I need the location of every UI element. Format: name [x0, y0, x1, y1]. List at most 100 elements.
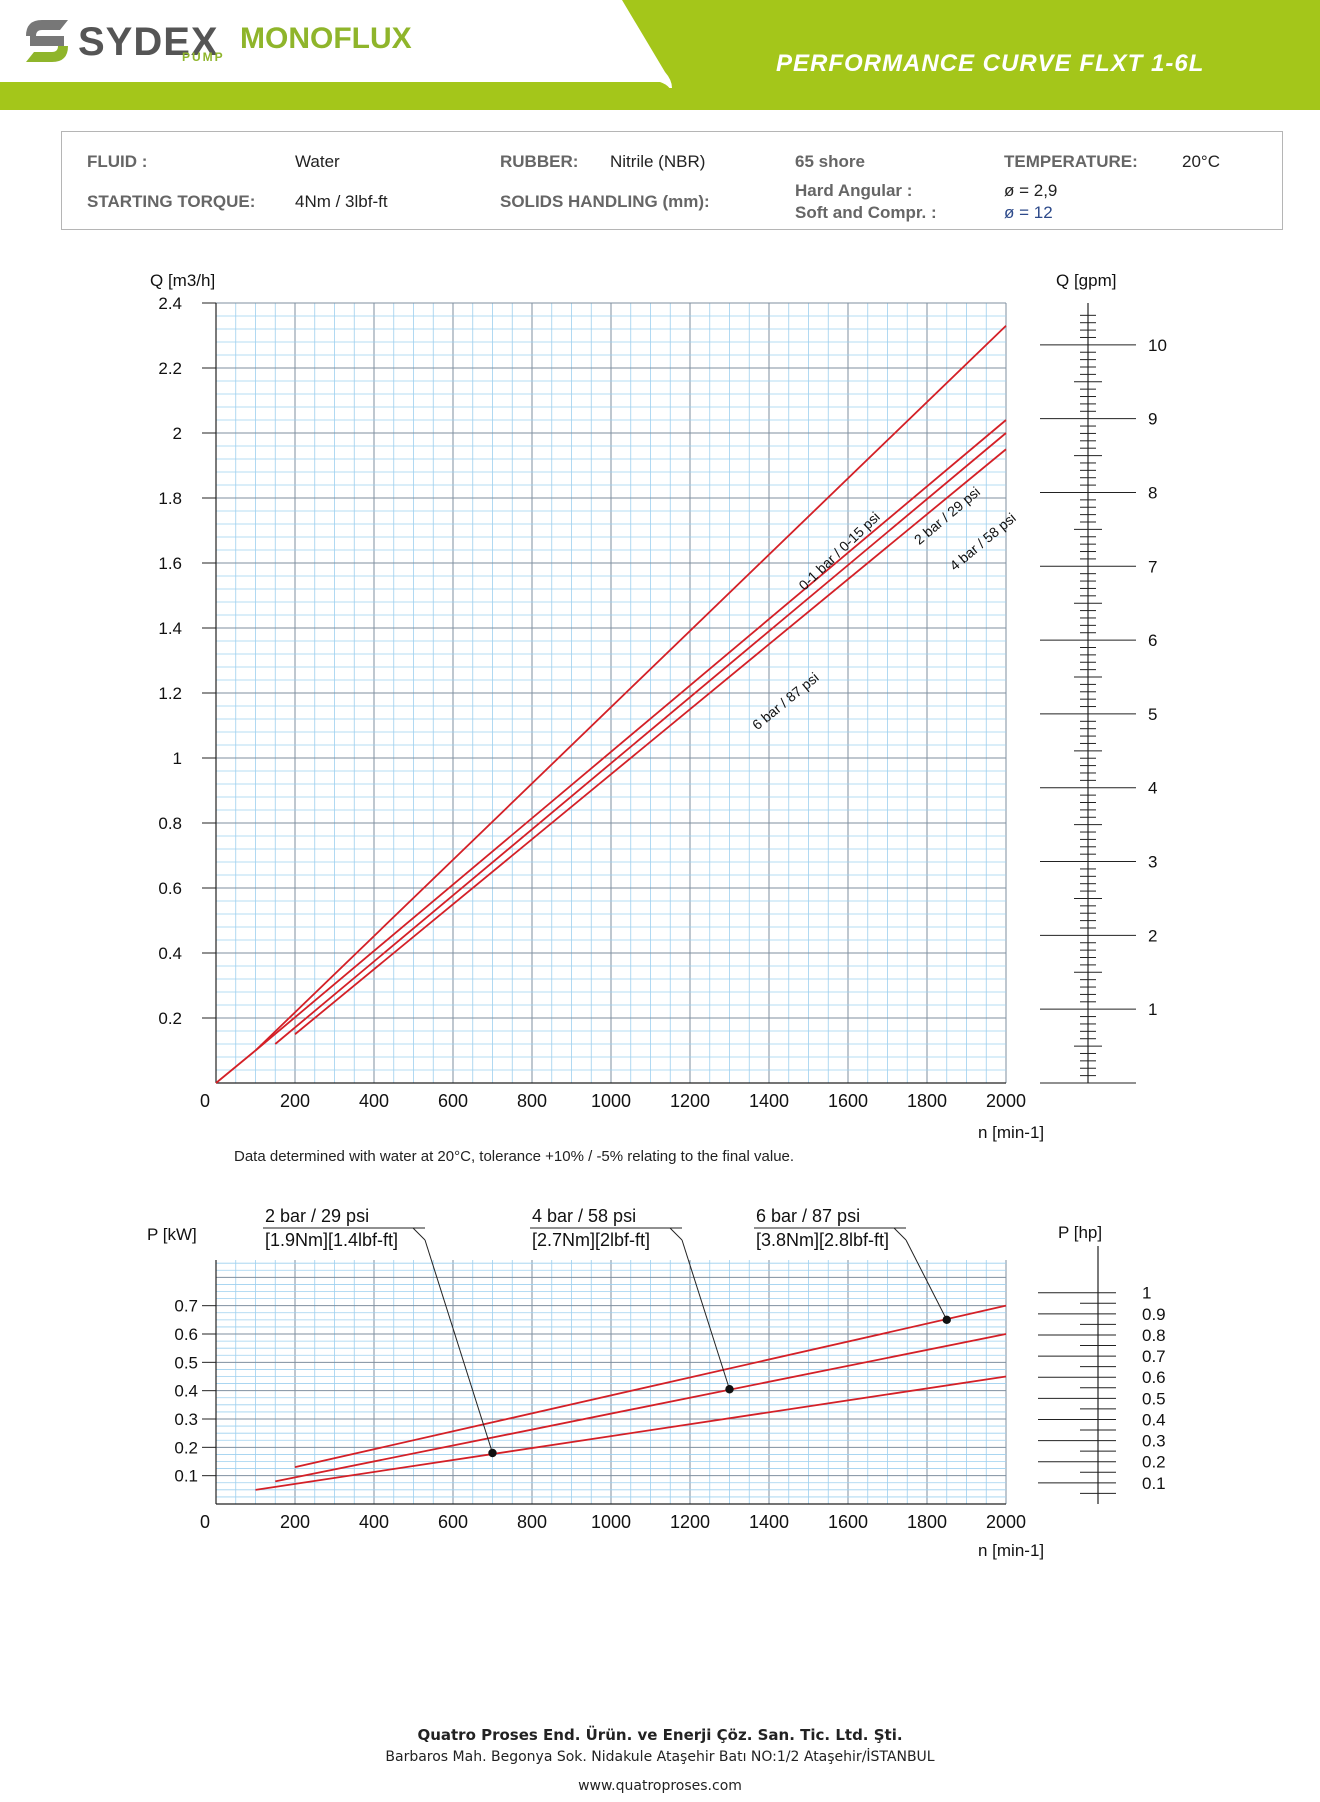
hard-angular-label: Hard Angular : [795, 181, 913, 200]
y-tick-label: 0.8 [158, 814, 182, 833]
y-axis-title: P [kW] [147, 1225, 197, 1244]
leader-line [893, 1227, 907, 1241]
y-tick-label: 1.6 [158, 554, 182, 573]
leader-line [424, 1239, 493, 1454]
x-axis-title: n [min-1] [978, 1123, 1044, 1142]
flow-line-3 [294, 448, 1007, 1035]
hp-tick-label: 0.9 [1142, 1305, 1166, 1324]
gpm-tick-label: 9 [1148, 410, 1157, 429]
page-title: PERFORMANCE CURVE FLXT 1-6L [776, 50, 1205, 77]
performance-charts: 0.2 0.4 0.6 0.8 1 1.2 1.4 1.6 1.8 2 2.2 2.4 0 200 400 6… [147, 271, 1167, 1560]
soft-compr-value: ø = 12 [1004, 203, 1053, 222]
x-tick-label: 200 [280, 1091, 310, 1111]
page-header: SYDEX PUMP MONOFLUX PERFORMANCE CURVE FL… [0, 0, 1320, 110]
y-tick-label: 1.2 [158, 684, 182, 703]
x-tick-label: 1400 [749, 1512, 789, 1532]
power-grid [215, 1260, 1007, 1505]
gpm-tick-label: 2 [1148, 926, 1157, 945]
x-tick-label: 600 [438, 1512, 468, 1532]
y-tick-label: 1.8 [158, 489, 182, 508]
x-tick-label: 600 [438, 1091, 468, 1111]
power-series-torque: [1.9Nm][1.4lbf-ft] [265, 1230, 398, 1250]
shore-value: 65 shore [795, 152, 865, 171]
brand-name: MONOFLUX [240, 22, 412, 55]
fluid-value: Water [295, 152, 340, 171]
gpm-tick-label: 8 [1148, 483, 1157, 502]
x-tick-label: 2000 [986, 1512, 1026, 1532]
hp-tick-label: 1 [1142, 1284, 1151, 1303]
hp-tick-label: 0.8 [1142, 1326, 1166, 1345]
x-tick-label: 200 [280, 1512, 310, 1532]
x-tick-label: 1400 [749, 1091, 789, 1111]
x-tick-label: 1000 [591, 1091, 631, 1111]
hp-tick-label: 0.4 [1142, 1410, 1166, 1429]
y-tick-label: 0.1 [174, 1467, 198, 1486]
power-series-label: 4 bar / 58 psi [532, 1206, 636, 1226]
power-line-1 [275, 1333, 1007, 1483]
flow-line-1 [254, 419, 1007, 1052]
torque-value: 4Nm / 3lbf-ft [295, 192, 388, 211]
leader-line [669, 1227, 683, 1241]
solids-label: SOLIDS HANDLING (mm): [500, 192, 710, 211]
sydex-logo-icon [26, 20, 68, 62]
power-line-2 [294, 1304, 1007, 1469]
leader-line [412, 1227, 426, 1241]
gpm-tick-label: 5 [1148, 705, 1157, 724]
x-tick-label: 2000 [986, 1091, 1026, 1111]
x-tick-label: 1200 [670, 1091, 710, 1111]
y-tick-label: 0.5 [174, 1353, 198, 1372]
torque-label: STARTING TORQUE: [87, 192, 256, 211]
gpm-tick-label: 3 [1148, 853, 1157, 872]
x-tick-label: 1800 [907, 1512, 947, 1532]
power-marker-2 [942, 1315, 951, 1325]
leader-line [905, 1239, 948, 1321]
footer-website[interactable]: www.quatroproses.com [578, 1778, 742, 1794]
power-marker-0 [488, 1448, 497, 1458]
flow-series-label: 4 bar / 58 psi [946, 510, 1018, 574]
fluid-label: FLUID : [87, 152, 148, 171]
power-series-label: 6 bar / 87 psi [756, 1206, 860, 1226]
flow-grid [215, 302, 1007, 1084]
power-series-torque: [2.7Nm][2lbf-ft] [532, 1230, 650, 1250]
y-tick-label: 0.4 [174, 1382, 198, 1401]
power-line-0 [255, 1375, 1007, 1491]
x-tick-label: 1000 [591, 1512, 631, 1532]
x-tick-label: 0 [200, 1091, 210, 1111]
y-tick-label: 1.4 [158, 619, 182, 638]
footer-company: Quatro Proses End. Ürün. ve Enerji Çöz. … [417, 1726, 903, 1744]
x-tick-label: 800 [517, 1091, 547, 1111]
flow-line-2 [274, 432, 1007, 1045]
footer-address: Barbaros Mah. Begonya Sok. Nidakule Ataş… [385, 1749, 935, 1765]
x-tick-label: 0 [200, 1512, 210, 1532]
right-axis-title: P [hp] [1058, 1223, 1102, 1242]
right-axis-title: Q [gpm] [1056, 271, 1116, 290]
y-tick-label: 0.7 [174, 1297, 198, 1316]
y-tick-label: 0.4 [158, 944, 182, 963]
temperature-value: 20°C [1182, 152, 1220, 171]
y-tick-label: 0.2 [174, 1438, 198, 1457]
rubber-value: Nitrile (NBR) [610, 152, 706, 171]
x-tick-label: 400 [359, 1091, 389, 1111]
hp-tick-label: 0.2 [1142, 1453, 1166, 1472]
x-tick-label: 1600 [828, 1512, 868, 1532]
gpm-tick-label: 4 [1148, 779, 1157, 798]
y-tick-label: 2 [173, 424, 182, 443]
logo-text: SYDEX [78, 20, 219, 64]
power-series-torque: [3.8Nm][2.8lbf-ft] [756, 1230, 889, 1250]
x-tick-label: 1200 [670, 1512, 710, 1532]
spec-box: FLUID : Water RUBBER: Nitrile (NBR) 65 s… [61, 131, 1283, 230]
hp-tick-label: 0.7 [1142, 1347, 1166, 1366]
gpm-tick-label: 6 [1148, 631, 1157, 650]
y-tick-label: 1 [173, 749, 182, 768]
rubber-label: RUBBER: [500, 152, 579, 171]
leader-line [681, 1239, 730, 1390]
y-tick-label: 0.2 [158, 1009, 182, 1028]
hard-angular-value: ø = 2,9 [1004, 181, 1058, 200]
x-axis-title: n [min-1] [978, 1541, 1044, 1560]
power-marker-1 [725, 1385, 734, 1394]
gpm-tick-label: 7 [1148, 557, 1157, 576]
y-tick-label: 2.2 [158, 359, 182, 378]
temperature-label: TEMPERATURE: [1004, 152, 1138, 171]
y-tick-label: 2.4 [158, 294, 182, 313]
y-tick-label: 0.6 [158, 879, 182, 898]
